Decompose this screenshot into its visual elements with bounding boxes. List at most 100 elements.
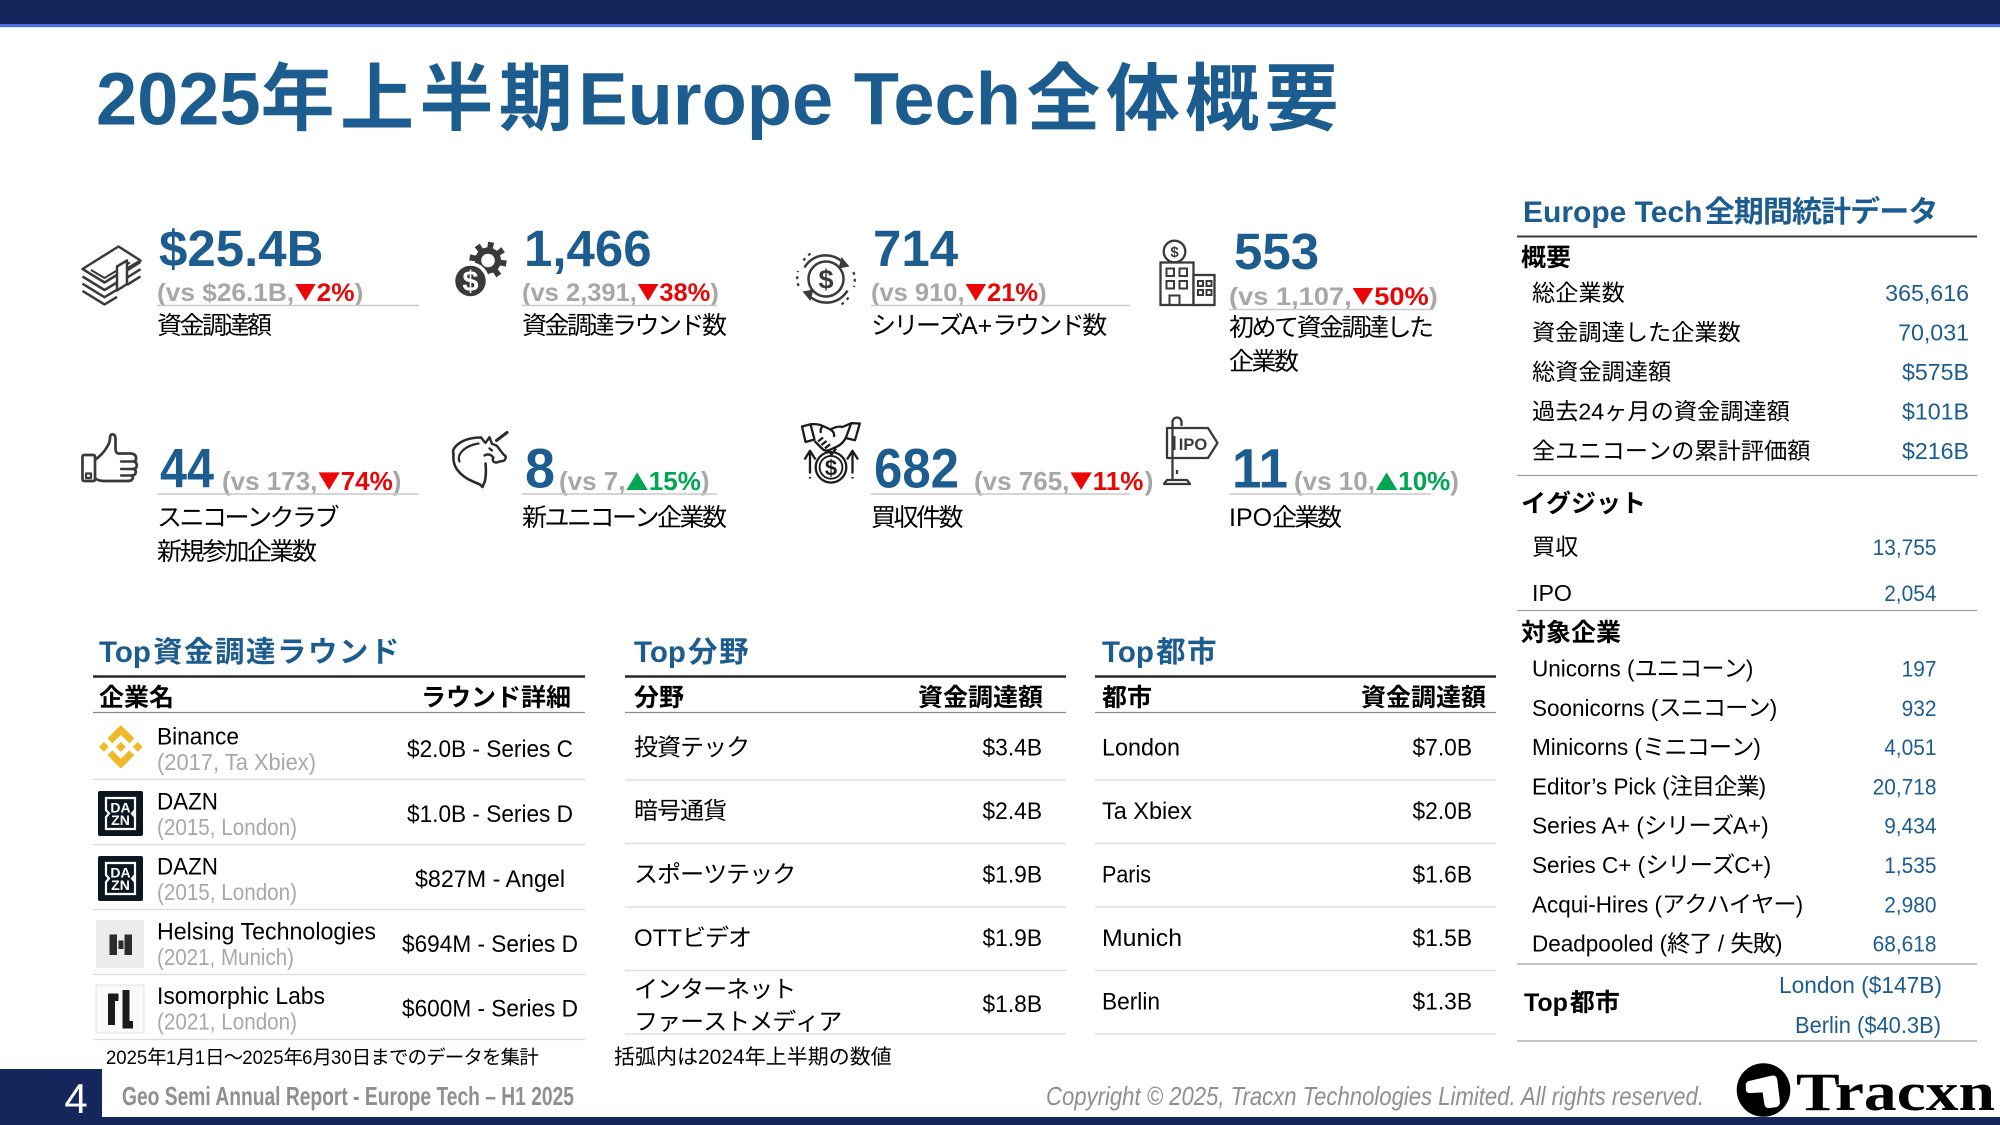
svg-text:Series C+ (: Series C+ ( (1532, 852, 1645, 878)
svg-text:9,434: 9,434 (1884, 814, 1936, 839)
svg-text:8: 8 (525, 437, 555, 500)
svg-text:/: / (1712, 931, 1731, 957)
svg-text:$: $ (825, 456, 837, 481)
svg-text:): ) (1796, 891, 1803, 917)
svg-text:C+): C+) (1734, 852, 1771, 878)
svg-text:(vs 765,: (vs 765, (974, 466, 1069, 496)
svg-text:2025: 2025 (242, 1047, 283, 1069)
svg-text:DAZN: DAZN (157, 789, 218, 816)
svg-text:70,031: 70,031 (1898, 320, 1969, 346)
svg-text:): ) (701, 466, 710, 496)
svg-text:11%: 11% (1093, 466, 1144, 496)
svg-text:50%: 50% (1374, 283, 1429, 311)
svg-text:68,618: 68,618 (1873, 932, 1937, 957)
svg-text:(2017, Ta Xbiex): (2017, Ta Xbiex) (157, 749, 316, 775)
svg-text:44: 44 (160, 437, 214, 500)
svg-text:Editor’s Pick (: Editor’s Pick ( (1532, 773, 1670, 799)
svg-text:$827M - Angel: $827M - Angel (415, 866, 565, 893)
svg-text:): ) (1746, 656, 1753, 682)
svg-text:Isomorphic Labs: Isomorphic Labs (157, 983, 325, 1010)
svg-text:Geo Semi Annual Report - Europ: Geo Semi Annual Report - Europe Tech – H… (122, 1081, 574, 1111)
svg-text:Minicorns (: Minicorns ( (1532, 734, 1642, 760)
svg-text:Copyright © 2025, Tracxn Techn: Copyright © 2025, Tracxn Technologies Li… (1046, 1081, 1704, 1111)
svg-text:Ta Xbiex: Ta Xbiex (1102, 798, 1192, 825)
svg-text:Berlin ($40.3B): Berlin ($40.3B) (1795, 1012, 1941, 1038)
svg-text:$2.4B: $2.4B (983, 798, 1043, 825)
svg-text:$1.9B: $1.9B (983, 862, 1043, 889)
svg-text:Berlin: Berlin (1102, 989, 1160, 1016)
svg-text:Top: Top (634, 636, 686, 669)
svg-text:ZN: ZN (111, 877, 130, 893)
svg-text:): ) (1770, 695, 1777, 721)
svg-text:2025: 2025 (106, 1047, 147, 1069)
svg-text:(2021, Munich): (2021, Munich) (157, 944, 294, 970)
svg-text:1: 1 (166, 1047, 176, 1069)
svg-text:): ) (1038, 279, 1046, 307)
svg-text:(vs 2,391,: (vs 2,391, (522, 279, 637, 307)
svg-text:Tracxn: Tracxn (1796, 1062, 1995, 1122)
svg-text:ZN: ZN (111, 812, 130, 828)
svg-text:Paris: Paris (1102, 862, 1151, 889)
svg-text:$575B: $575B (1902, 359, 1969, 385)
svg-text:(vs $26.1B,: (vs $26.1B, (157, 279, 294, 307)
svg-text:74%: 74% (341, 466, 393, 496)
svg-text:(2015, London): (2015, London) (157, 814, 297, 840)
svg-text:): ) (1759, 773, 1766, 799)
svg-text:(vs 10,: (vs 10, (1294, 466, 1375, 496)
svg-text:$2.0B - Series C: $2.0B - Series C (407, 736, 573, 763)
svg-text:A+: A+ (961, 312, 992, 340)
svg-text:Europe Tech: Europe Tech (578, 58, 1021, 141)
svg-text:Top: Top (1102, 636, 1154, 669)
svg-text:IPO: IPO (1179, 436, 1208, 454)
svg-text:(vs 910,: (vs 910, (871, 279, 965, 307)
svg-text:(2021, London): (2021, London) (157, 1009, 297, 1035)
svg-text:): ) (1450, 466, 1459, 496)
svg-text:2%: 2% (317, 279, 355, 307)
svg-text:197: 197 (1902, 657, 1937, 682)
svg-text:Series A+ (: Series A+ ( (1532, 813, 1644, 839)
svg-text:20,718: 20,718 (1873, 774, 1937, 799)
svg-text:24: 24 (1578, 399, 1604, 425)
svg-text:$1.6B: $1.6B (1413, 862, 1473, 889)
svg-text:21%: 21% (987, 279, 1038, 307)
svg-text:): ) (1145, 466, 1154, 496)
svg-text:IPO: IPO (1229, 504, 1272, 532)
svg-text:$1.3B: $1.3B (1413, 989, 1473, 1016)
svg-text:4: 4 (64, 1075, 87, 1122)
svg-text:IPO: IPO (1532, 580, 1572, 606)
svg-text:$600M - Series D: $600M - Series D (402, 996, 578, 1023)
svg-text:Acqui-Hires (: Acqui-Hires ( (1532, 891, 1662, 917)
svg-text:(vs 7,: (vs 7, (559, 466, 626, 496)
svg-text:DAZN: DAZN (157, 854, 218, 881)
svg-text:553: 553 (1234, 223, 1319, 280)
svg-text:Europe Tech: Europe Tech (1523, 196, 1702, 229)
svg-text:Top: Top (99, 636, 151, 669)
svg-text:682: 682 (874, 437, 959, 500)
svg-text:1,535: 1,535 (1884, 853, 1936, 878)
svg-text:2,054: 2,054 (1884, 581, 1936, 606)
svg-text:6: 6 (302, 1047, 312, 1069)
svg-text:DA: DA (110, 865, 130, 881)
svg-text:): ) (1429, 283, 1438, 311)
svg-text:11: 11 (1232, 437, 1288, 500)
svg-text:): ) (710, 279, 718, 307)
svg-text:$101B: $101B (1902, 399, 1969, 425)
svg-text:$216B: $216B (1902, 438, 1969, 464)
svg-text:932: 932 (1902, 696, 1937, 721)
svg-text:$2.0B: $2.0B (1413, 798, 1473, 825)
svg-text:1: 1 (195, 1047, 205, 1069)
svg-text:OTT: OTT (634, 925, 682, 952)
svg-text:$1.8B: $1.8B (983, 991, 1043, 1018)
svg-text:$25.4B: $25.4B (159, 220, 323, 277)
svg-text:A+): A+) (1733, 813, 1769, 839)
svg-text:London: London (1102, 735, 1180, 762)
svg-text:London ($147B): London ($147B) (1779, 972, 1942, 998)
svg-text:2,980: 2,980 (1884, 892, 1936, 917)
svg-text:$: $ (1170, 244, 1179, 261)
svg-text:(2015, London): (2015, London) (157, 879, 297, 905)
svg-text:Binance: Binance (157, 724, 239, 751)
svg-text:$1.5B: $1.5B (1413, 925, 1473, 952)
svg-text:DA: DA (110, 800, 130, 816)
svg-text:1,466: 1,466 (524, 220, 652, 277)
svg-text:Unicorns (: Unicorns ( (1532, 656, 1635, 682)
